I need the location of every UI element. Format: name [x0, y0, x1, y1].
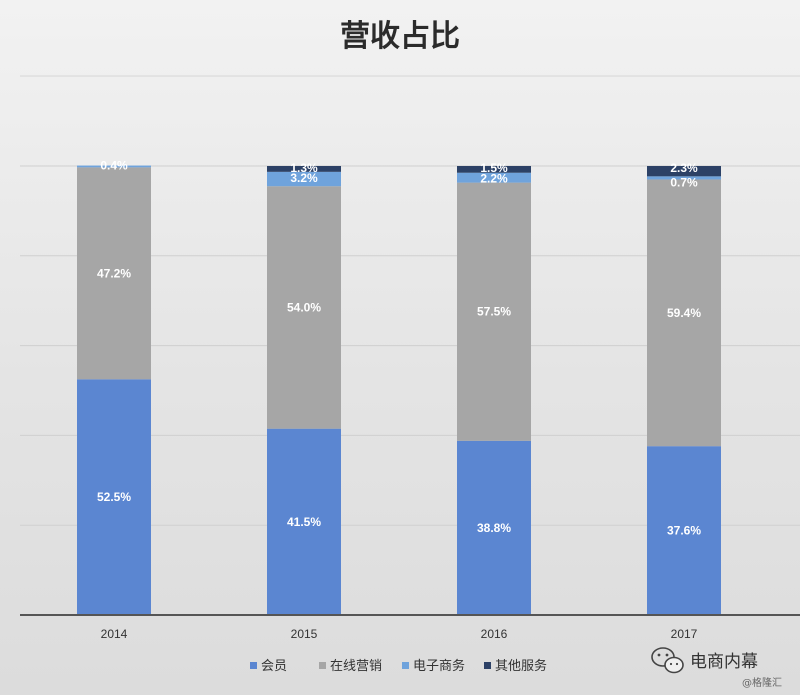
bar-segment	[647, 179, 721, 447]
data-label: 3.2%	[290, 171, 318, 185]
bar-segment	[267, 166, 341, 172]
legend: 会员 在线营销 电子商务 其他服务	[250, 658, 547, 674]
bar-segment	[77, 379, 151, 615]
legend-swatch	[484, 662, 491, 669]
legend-swatch	[250, 662, 257, 669]
x-tick-label: 2016	[481, 627, 508, 641]
data-label: 57.5%	[477, 305, 511, 319]
bar-segment	[267, 186, 341, 429]
wechat-icon	[651, 647, 684, 674]
data-label: 2.3%	[670, 161, 698, 175]
bar-segment	[647, 176, 721, 180]
bar-segment	[647, 446, 721, 615]
bar-segment	[77, 167, 151, 380]
data-label: 59.4%	[667, 306, 701, 320]
data-label: 1.3%	[290, 161, 318, 175]
legend-label: 会员	[261, 659, 287, 674]
data-label: 54.0%	[287, 300, 321, 314]
data-label: 0.7%	[670, 175, 698, 189]
bar-segment	[267, 171, 341, 187]
bar-segment	[457, 182, 531, 441]
data-label: 38.8%	[477, 521, 511, 535]
watermark-text: 电商内幕	[690, 652, 758, 672]
bar-segment	[267, 428, 341, 615]
x-tick-labels: 2014 2015 2016 2017	[101, 627, 698, 641]
bar-segment	[457, 166, 531, 173]
data-label: 47.2%	[97, 266, 131, 280]
data-label: 41.5%	[287, 515, 321, 529]
chart-title: 营收占比	[340, 19, 460, 54]
legend-swatch	[319, 662, 326, 669]
legend-item: 其他服务	[484, 658, 547, 674]
data-label: 52.5%	[97, 490, 131, 504]
data-label: 2.2%	[480, 172, 508, 186]
bar-segment	[77, 165, 151, 168]
legend-label: 其他服务	[495, 658, 547, 674]
bar-segment	[457, 172, 531, 183]
watermark-sub: @格隆汇	[742, 676, 782, 689]
watermark: 电商内幕 @格隆汇	[651, 647, 782, 689]
legend-item: 在线营销	[319, 659, 382, 674]
data-label: 1.5%	[480, 161, 508, 175]
bar-segment	[647, 166, 721, 177]
legend-swatch	[402, 662, 409, 669]
x-tick-label: 2014	[101, 627, 128, 641]
legend-item: 会员	[250, 659, 287, 674]
bar-segment	[457, 440, 531, 615]
legend-item: 电子商务	[402, 658, 465, 674]
data-labels: 52.5% 47.2% 0.4% 41.5% 54.0% 3.2%1.3% 38.8% 57.…	[97, 159, 701, 538]
legend-label: 电子商务	[413, 658, 465, 674]
bars	[77, 165, 721, 615]
data-label: 37.6%	[667, 524, 701, 538]
x-tick-label: 2015	[291, 627, 318, 641]
x-tick-label: 2017	[671, 627, 698, 641]
legend-label: 在线营销	[330, 659, 382, 674]
data-label: 0.4%	[100, 159, 128, 173]
